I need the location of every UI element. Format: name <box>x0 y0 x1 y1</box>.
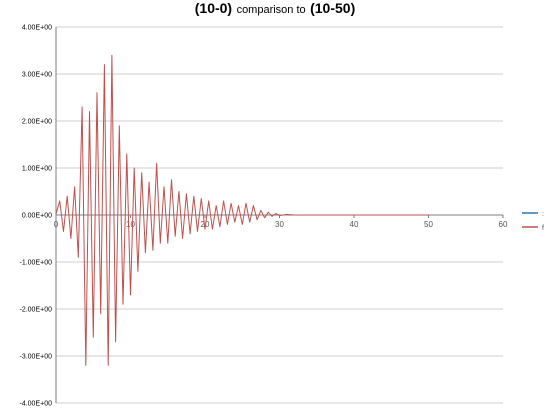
y-tick-label: 2.00E+00 <box>22 119 52 126</box>
x-tick-label: 30 <box>275 220 284 229</box>
x-tick-label: 0 <box>54 220 59 229</box>
series-1-line <box>55 54 429 366</box>
title-part-middle: comparison to <box>236 4 306 16</box>
title-part-right: (10-50) <box>310 0 356 16</box>
chart-title: (10-0) comparison to (10-50) <box>0 0 550 22</box>
y-tick-label: -2.00E+00 <box>20 307 53 314</box>
x-tick-label: 10 <box>126 220 135 229</box>
legend-label-0: : <box>542 211 544 218</box>
tick-labels: 4.00E+00 3.00E+00 2.00E+00 1.00E+00 0.00E+00… <box>20 25 508 408</box>
title-part-left: (10-0) <box>194 0 233 16</box>
y-tick-label: -1.00E+00 <box>20 260 53 267</box>
series-layer <box>55 54 429 366</box>
x-tick-label: 50 <box>424 220 433 229</box>
y-tick-label: 3.00E+00 <box>22 72 52 79</box>
y-tick-label: 4.00E+00 <box>22 25 52 32</box>
y-tick-label: -4.00E+00 <box>20 401 53 408</box>
legend-label-1: f <box>542 225 544 232</box>
y-tick-label: 0.00E+00 <box>22 213 52 220</box>
x-tick-label: 40 <box>350 220 359 229</box>
y-tick-label: 1.00E+00 <box>22 166 52 173</box>
y-tick-label: -3.00E+00 <box>20 354 53 361</box>
legend: :f <box>522 211 544 232</box>
x-tick-label: 60 <box>499 220 508 229</box>
